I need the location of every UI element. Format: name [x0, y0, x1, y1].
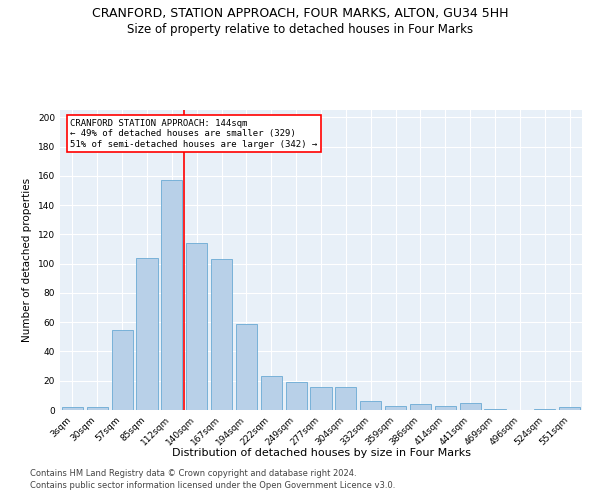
- Bar: [286, 382, 307, 410]
- Bar: [460, 402, 481, 410]
- Bar: [410, 404, 431, 410]
- Bar: [186, 243, 207, 410]
- Text: CRANFORD, STATION APPROACH, FOUR MARKS, ALTON, GU34 5HH: CRANFORD, STATION APPROACH, FOUR MARKS, …: [92, 8, 508, 20]
- Text: CRANFORD STATION APPROACH: 144sqm
← 49% of detached houses are smaller (329)
51%: CRANFORD STATION APPROACH: 144sqm ← 49% …: [70, 119, 317, 149]
- Text: Contains HM Land Registry data © Crown copyright and database right 2024.: Contains HM Land Registry data © Crown c…: [30, 468, 356, 477]
- Bar: [559, 407, 580, 410]
- Bar: [435, 406, 456, 410]
- Bar: [161, 180, 182, 410]
- Text: Contains public sector information licensed under the Open Government Licence v3: Contains public sector information licen…: [30, 481, 395, 490]
- Bar: [484, 408, 506, 410]
- Bar: [261, 376, 282, 410]
- Bar: [62, 407, 83, 410]
- Bar: [335, 386, 356, 410]
- Bar: [87, 407, 108, 410]
- Bar: [534, 408, 555, 410]
- Bar: [360, 401, 381, 410]
- Bar: [385, 406, 406, 410]
- Y-axis label: Number of detached properties: Number of detached properties: [22, 178, 32, 342]
- Text: Distribution of detached houses by size in Four Marks: Distribution of detached houses by size …: [172, 448, 470, 458]
- Text: Size of property relative to detached houses in Four Marks: Size of property relative to detached ho…: [127, 22, 473, 36]
- Bar: [310, 386, 332, 410]
- Bar: [136, 258, 158, 410]
- Bar: [112, 330, 133, 410]
- Bar: [236, 324, 257, 410]
- Bar: [211, 260, 232, 410]
